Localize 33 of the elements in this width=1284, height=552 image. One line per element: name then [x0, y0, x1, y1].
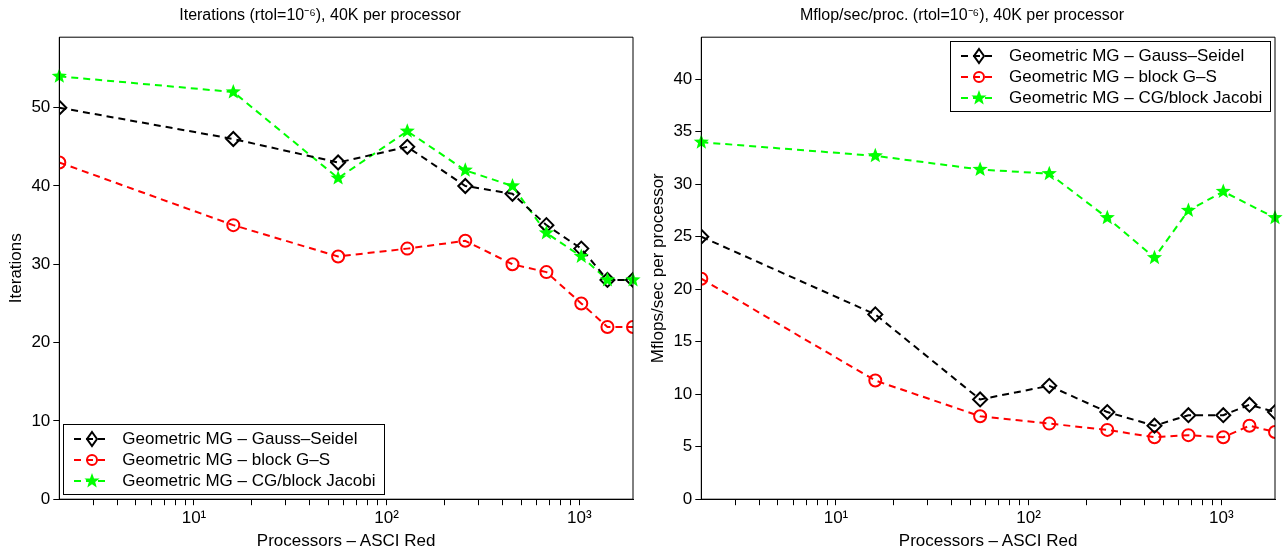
x-tick-label: 10³ — [1209, 508, 1234, 528]
legend-label: Geometric MG – block G–S — [1009, 66, 1217, 88]
y-tick-label: 5 — [682, 436, 693, 456]
x-tick-label: 10² — [374, 508, 400, 528]
y-tick-label: 50 — [31, 97, 51, 117]
y-tick-label: 40 — [673, 68, 693, 88]
legend-label: Geometric MG – CG/block Jacobi — [122, 470, 376, 492]
legend-label: Geometric MG – Gauss–Seidel — [122, 428, 358, 450]
y-tick-label: 25 — [673, 226, 693, 246]
y-tick-label: 10 — [31, 410, 51, 430]
legend-label: Geometric MG – Gauss–Seidel — [1009, 45, 1245, 67]
y-tick-label: 0 — [682, 488, 693, 508]
x-tick-label: 10² — [1016, 508, 1042, 528]
y-tick-label: 10 — [673, 383, 693, 403]
x-axis-title: Processors – ASCI Red — [898, 531, 1078, 551]
y-axis-title: Iterations — [5, 233, 25, 304]
y-tick-label: 15 — [673, 331, 693, 351]
x-tick-label: 10¹ — [823, 508, 849, 528]
x-tick-label: 10¹ — [181, 508, 207, 528]
y-tick-label: 35 — [673, 121, 693, 141]
x-tick-label: 10³ — [567, 508, 592, 528]
chart-title: Mflop/sec/proc. (rtol=10⁻⁶), 40K per processor — [799, 6, 1125, 24]
legend-label: Geometric MG – block G–S — [122, 449, 331, 471]
y-tick-label: 40 — [31, 175, 51, 195]
y-tick-label: 30 — [673, 173, 693, 193]
y-tick-label: 20 — [31, 332, 51, 352]
y-tick-label: 30 — [31, 253, 51, 273]
chart-title: Iterations (rtol=10⁻⁶), 40K per processor — [179, 6, 462, 24]
legend-label: Geometric MG – CG/block Jacobi — [1009, 87, 1263, 109]
x-axis-title: Processors – ASCI Red — [256, 531, 436, 551]
y-tick-label: 20 — [673, 278, 693, 298]
y-tick-label: 0 — [40, 488, 51, 508]
y-axis-title: Mflops/sec per processor — [647, 172, 667, 364]
